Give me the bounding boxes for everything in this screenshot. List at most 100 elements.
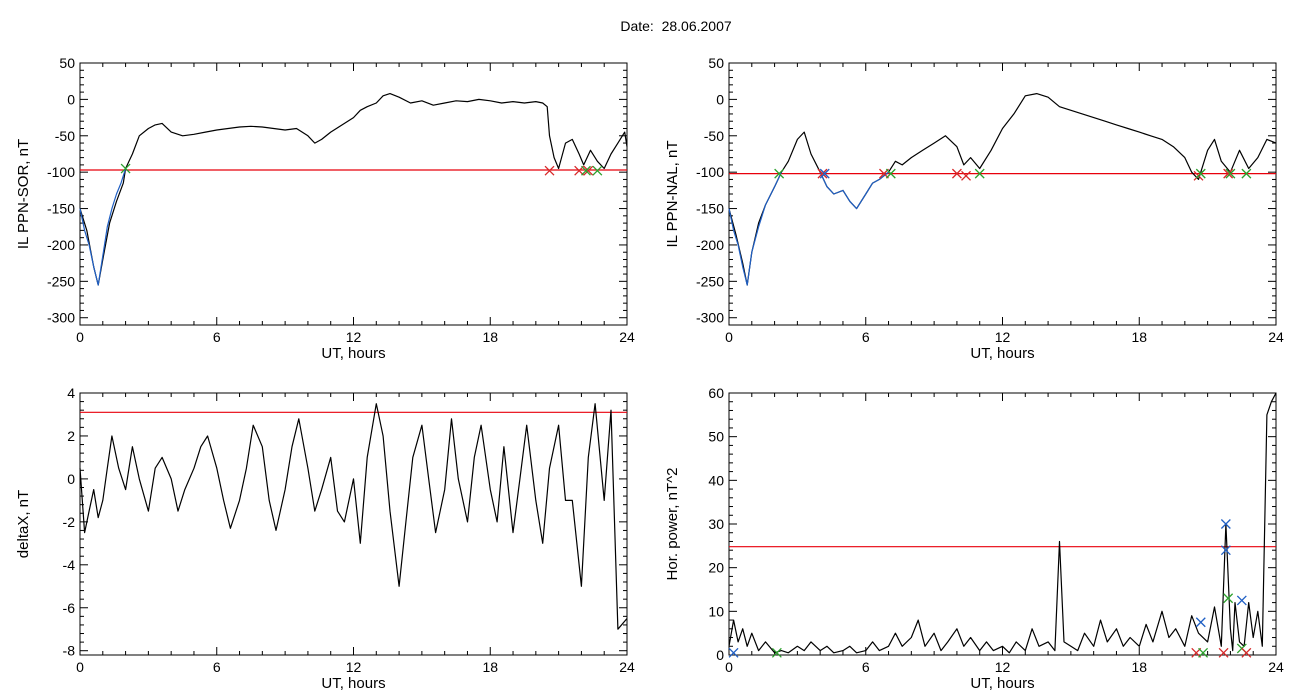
x-tick-label: 0 [76,659,84,675]
x-tick-label: 12 [346,659,362,675]
cross-marker [1195,168,1206,179]
cross-marker [961,170,971,181]
cross-marker [592,165,603,176]
series-line [79,92,628,286]
y-tick-label: -300 [696,310,724,326]
cross-marker [581,165,591,176]
y-tick-label: 50 [708,429,724,445]
cross-marker [728,647,739,658]
y-tick-label: -250 [47,273,75,289]
panel-deltax: 0 6 12 18 24 4 2 0 -2 -4 -6 -8 UT, hours deltaX, nT [15,385,635,692]
y-tick-label: -6 [63,600,76,616]
cross-marker-stroke [774,168,785,179]
cross-marker-stroke [120,163,131,174]
y-tick-label: -50 [55,128,75,144]
cross-marker [774,168,785,179]
cross-marker-stroke [819,168,830,179]
x-tick-label: 18 [1131,659,1147,675]
y-tick-label: -300 [47,310,75,326]
series-line [728,392,1277,654]
y-axis-label: Hor. power, nT^2 [664,468,681,581]
panel-sor: 0 6 12 18 24 50 0 -50 -100 -150 -200 -250 -300 UT, ho… [15,55,635,362]
x-tick-label: 18 [1131,329,1147,345]
cross-marker-stroke [592,165,603,176]
cross-marker-stroke [1236,595,1247,606]
y-tick-label: 10 [708,603,724,619]
x-axis-label: UT, hours [321,345,385,362]
x-tick-label: 24 [1268,659,1284,675]
x-tick-label: 12 [346,329,362,345]
series-line [728,171,782,286]
plot-frame [79,62,628,326]
cross-marker [120,163,131,174]
cross-marker [1198,647,1209,658]
cross-marker-stroke [1198,647,1209,658]
y-tick-label: 60 [708,385,724,401]
cross-marker [1223,168,1234,179]
x-tick-label: 24 [619,329,635,345]
cross-marker [1241,168,1252,179]
plot-frame [728,392,1277,656]
y-axis-label: IL PPN-NAL, nT [664,141,681,248]
cross-marker [544,165,555,176]
cross-marker-stroke [544,165,555,176]
y-tick-label: 0 [67,471,75,487]
y-tick-label: -2 [63,514,76,530]
x-tick-label: 18 [482,659,498,675]
cross-marker-stroke [1220,545,1231,556]
cross-marker-stroke [581,165,591,176]
cross-marker [771,647,782,658]
x-tick-label: 24 [1268,329,1284,345]
cross-marker-stroke [817,168,828,179]
cross-marker [817,168,828,179]
cross-marker [1241,647,1252,658]
y-tick-label: -200 [696,237,724,253]
y-tick-label: 0 [716,647,724,663]
x-tick-label: 6 [213,659,221,675]
cross-marker [951,168,962,179]
cross-marker-stroke [583,165,594,176]
y-tick-label: 40 [708,472,724,488]
x-tick-label: 6 [213,329,221,345]
x-tick-label: 12 [995,329,1011,345]
x-tick-label: 12 [995,659,1011,675]
y-tick-label: -150 [47,201,75,217]
cross-marker-stroke [951,168,962,179]
y-tick-label: -150 [696,201,724,217]
panel-nal: 0 6 12 18 24 50 0 -50 -100 -150 -200 -250 -300 UT, ho… [664,55,1284,362]
y-tick-label: -50 [704,128,724,144]
figure-title: Date: 28.06.2007 [620,18,732,34]
cross-marker [885,168,896,179]
cross-marker-stroke [1225,168,1236,179]
cross-marker-stroke [961,170,971,181]
y-tick-label: -8 [63,643,76,659]
y-tick-label: -250 [696,273,724,289]
y-tick-label: 2 [67,428,75,444]
cross-marker-stroke [1218,647,1229,658]
cross-marker [1223,593,1234,604]
cross-marker [1225,168,1236,179]
y-tick-label: -100 [47,164,75,180]
cross-marker [1195,617,1206,628]
y-tick-label: -100 [696,164,724,180]
series-line [728,92,1277,286]
cross-marker-stroke [1223,593,1234,604]
cross-marker-stroke [1220,519,1231,529]
x-tick-label: 0 [725,659,733,675]
x-tick-label: 0 [76,329,84,345]
x-tick-label: 24 [619,659,635,675]
cross-marker [1236,595,1247,606]
x-tick-label: 0 [725,329,733,345]
series-line [79,403,628,630]
cross-marker [1218,647,1229,658]
cross-marker-stroke [771,647,782,658]
y-tick-label: -200 [47,237,75,253]
cross-marker-stroke [1241,168,1252,179]
x-tick-label: 18 [482,329,498,345]
cross-marker-stroke [728,647,739,658]
cross-marker-stroke [1241,647,1252,658]
cross-marker [1220,545,1231,556]
y-axis-label: IL PPN-SOR, nT [15,139,32,249]
y-tick-label: -4 [63,557,76,573]
